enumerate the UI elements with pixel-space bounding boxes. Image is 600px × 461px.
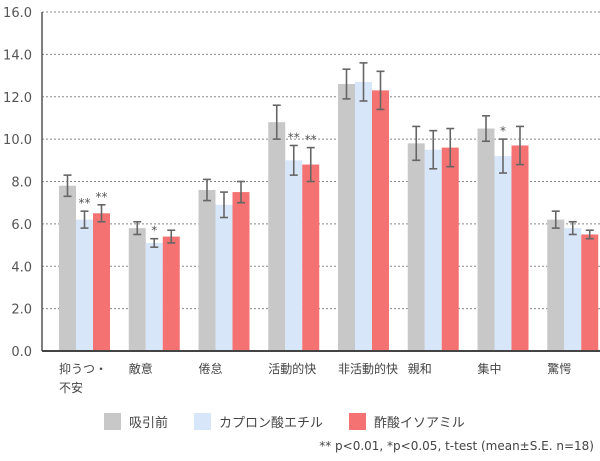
legend-label: 吸引前 xyxy=(129,416,169,431)
y-tick-label: 2.0 xyxy=(11,303,32,318)
significance-marker: * xyxy=(500,124,506,138)
bar xyxy=(338,84,355,351)
bar xyxy=(581,234,599,351)
bar xyxy=(511,145,529,351)
bar xyxy=(59,185,76,351)
significance-marker: ** xyxy=(79,196,91,210)
category-label: 親和 xyxy=(408,362,432,376)
bar xyxy=(268,122,286,351)
legend-label: カプロン酸エチル xyxy=(219,416,324,431)
y-tick-label: 0.0 xyxy=(11,345,32,360)
category-label: 活動的快 xyxy=(268,361,316,376)
bar xyxy=(564,228,582,351)
legend-label: 酢酸イソアミル xyxy=(374,416,465,431)
bar xyxy=(232,192,250,351)
bar xyxy=(494,156,512,351)
significance-markers: ** ***** *** xyxy=(79,124,507,238)
legend: 吸引前 カプロン酸エチル 酢酸イソアミル xyxy=(104,412,491,431)
bar xyxy=(372,90,389,352)
bar xyxy=(424,149,442,351)
bar xyxy=(441,147,459,351)
bar xyxy=(355,81,372,351)
bar-chart: 0.02.04.06.08.010.012.014.016.0 ** ***** *… xyxy=(3,6,600,395)
bar xyxy=(215,204,233,351)
statistics-note: ** p<0.01, *p<0.05, t-test (mean±S.E. n=… xyxy=(319,439,594,453)
bar xyxy=(198,189,216,351)
legend-swatch xyxy=(349,413,367,430)
category-label: 驚愕 xyxy=(547,361,571,376)
bar xyxy=(477,128,495,351)
y-tick-label: 14.0 xyxy=(3,48,32,63)
bar xyxy=(547,219,565,351)
y-tick-label: 6.0 xyxy=(11,218,32,233)
bar xyxy=(162,236,180,351)
category-label: 抑うつ・ xyxy=(59,361,107,376)
significance-marker: ** xyxy=(288,130,300,144)
error-bars xyxy=(63,62,594,248)
bar xyxy=(285,160,303,351)
y-tick-label: 10.0 xyxy=(3,133,32,148)
x-axis-labels: 抑うつ・不安 敵意 倦怠 活動的快 非活動的快 親和 集中 驚愕 xyxy=(59,361,571,395)
legend-swatch xyxy=(194,413,212,430)
bar xyxy=(76,219,93,351)
legend-item-isoamyl-acetate: 酢酸イソアミル xyxy=(349,412,465,431)
category-label: 不安 xyxy=(59,380,83,395)
bar xyxy=(93,213,110,351)
significance-marker: ** xyxy=(305,133,317,147)
bar xyxy=(302,164,320,351)
category-label: 集中 xyxy=(478,361,502,376)
y-tick-label: 16.0 xyxy=(3,6,32,21)
y-tick-label: 12.0 xyxy=(3,91,32,106)
bars xyxy=(59,81,599,352)
bar xyxy=(145,242,163,351)
y-axis-ticks: 0.0 2.0 4.0 6.0 8.0 10.0 12.0 14.0 16.0 xyxy=(3,6,32,360)
significance-marker: * xyxy=(151,224,157,238)
bar xyxy=(128,228,146,351)
category-label: 非活動的快 xyxy=(338,361,398,376)
y-tick-label: 8.0 xyxy=(11,176,32,191)
significance-marker: ** xyxy=(96,190,108,204)
legend-item-before: 吸引前 xyxy=(104,412,168,431)
category-label: 敵意 xyxy=(129,361,153,376)
bar xyxy=(407,143,425,351)
y-tick-label: 4.0 xyxy=(11,260,32,275)
category-label: 倦怠 xyxy=(199,362,223,376)
legend-item-ethyl-caproate: カプロン酸エチル xyxy=(194,412,323,431)
legend-swatch xyxy=(104,413,121,430)
